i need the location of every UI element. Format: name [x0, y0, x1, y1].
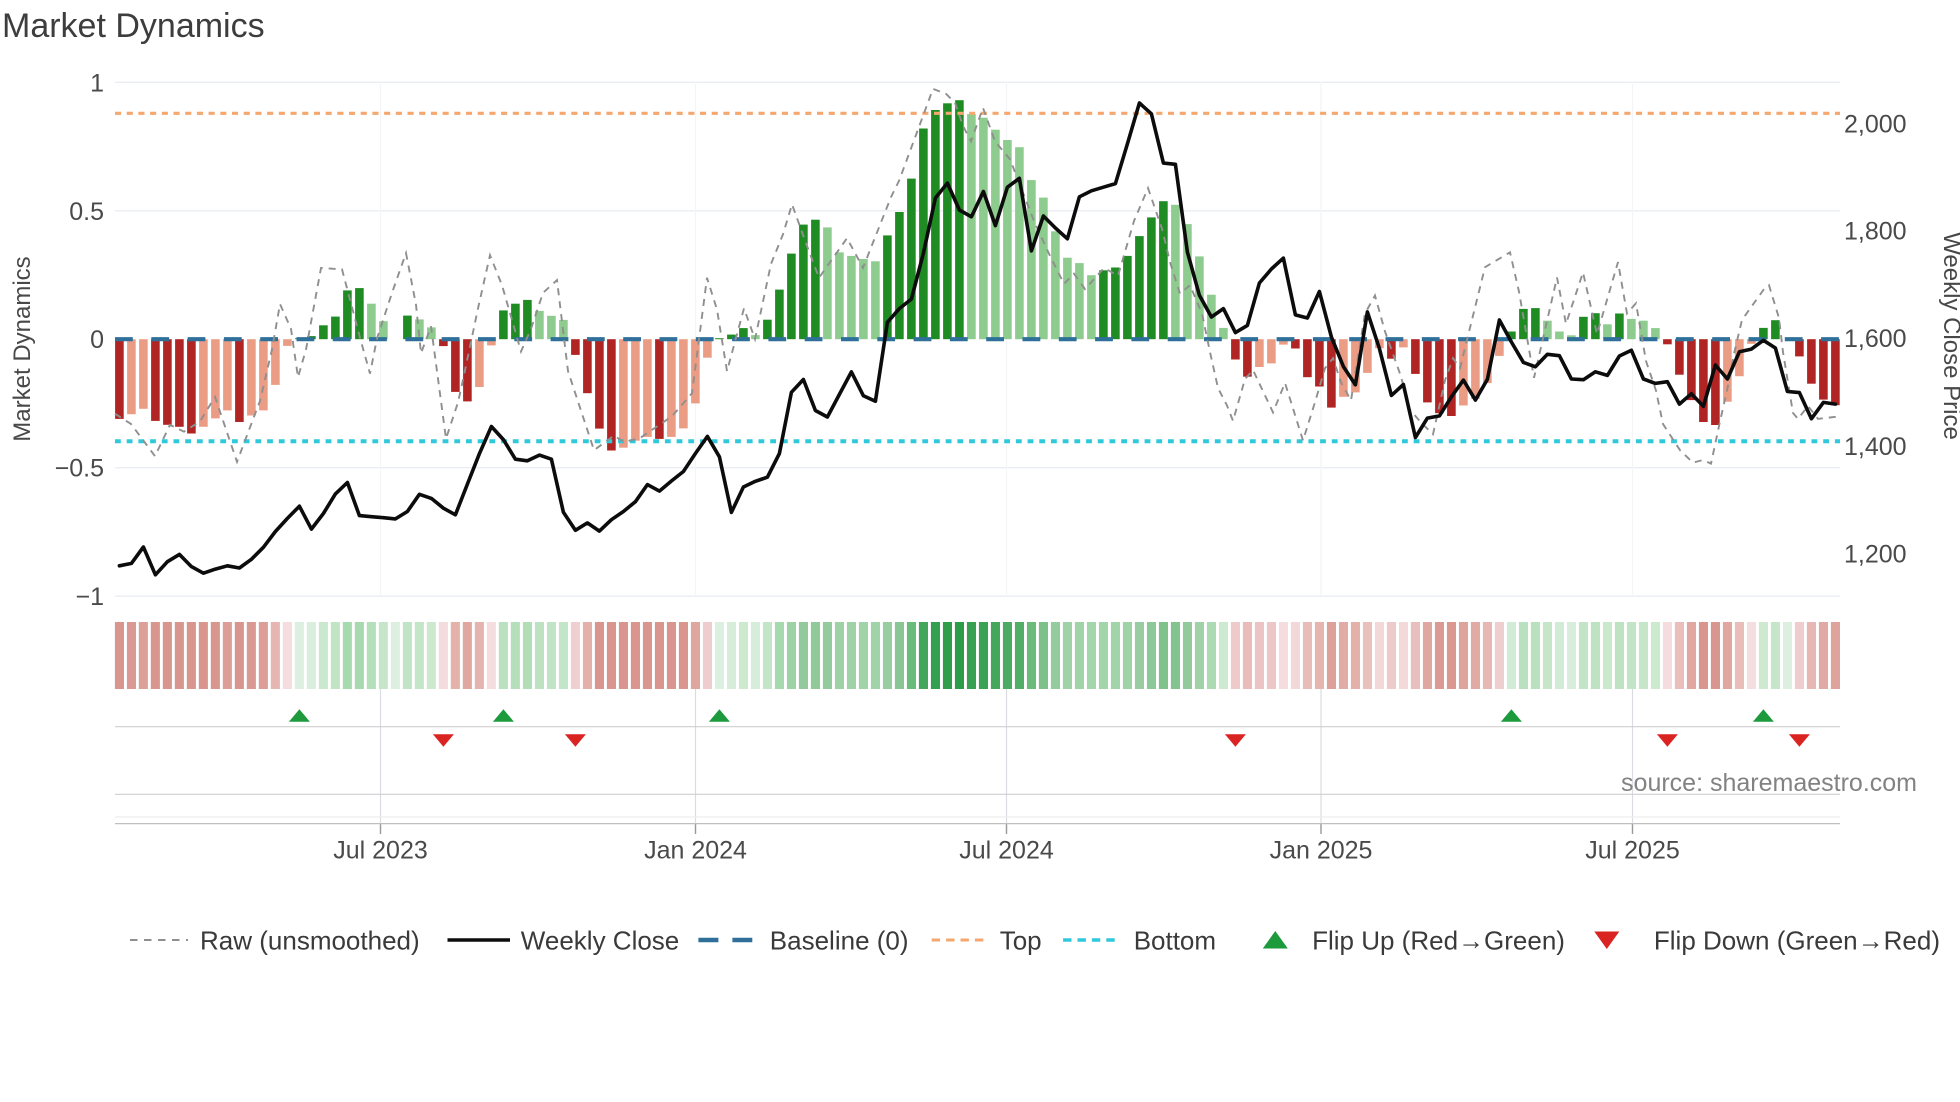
svg-text:Weekly Close Price: Weekly Close Price	[1938, 232, 1960, 440]
svg-text:1,400: 1,400	[1844, 433, 1907, 461]
svg-text:Baseline (0): Baseline (0)	[770, 926, 909, 956]
svg-text:0: 0	[90, 326, 104, 354]
svg-text:Bottom: Bottom	[1134, 926, 1216, 956]
svg-text:Jan 2024: Jan 2024	[644, 837, 747, 865]
svg-text:2,000: 2,000	[1844, 110, 1907, 138]
svg-text:Raw (unsmoothed): Raw (unsmoothed)	[200, 926, 420, 956]
svg-text:−1: −1	[75, 583, 104, 611]
svg-text:Top: Top	[1000, 926, 1042, 956]
svg-text:1,800: 1,800	[1844, 218, 1907, 246]
svg-text:1: 1	[90, 69, 104, 97]
svg-text:1,200: 1,200	[1844, 541, 1907, 569]
svg-text:Market Dynamics: Market Dynamics	[9, 256, 36, 441]
svg-text:Jul 2025: Jul 2025	[1585, 837, 1680, 865]
svg-text:−0.5: −0.5	[55, 455, 104, 483]
svg-text:1,600: 1,600	[1844, 325, 1907, 353]
svg-text:Flip Up (Red→Green): Flip Up (Red→Green)	[1312, 926, 1565, 956]
svg-text:source: sharemaestro.com: source: sharemaestro.com	[1621, 769, 1917, 797]
svg-text:Jan 2025: Jan 2025	[1270, 837, 1373, 865]
svg-text:Flip Down (Green→Red): Flip Down (Green→Red)	[1654, 926, 1940, 956]
svg-text:Jul 2024: Jul 2024	[959, 837, 1054, 865]
svg-text:Jul 2023: Jul 2023	[333, 837, 428, 865]
svg-text:Market Dynamics: Market Dynamics	[2, 7, 265, 45]
svg-text:0.5: 0.5	[69, 198, 104, 226]
svg-text:Weekly Close: Weekly Close	[521, 926, 679, 956]
